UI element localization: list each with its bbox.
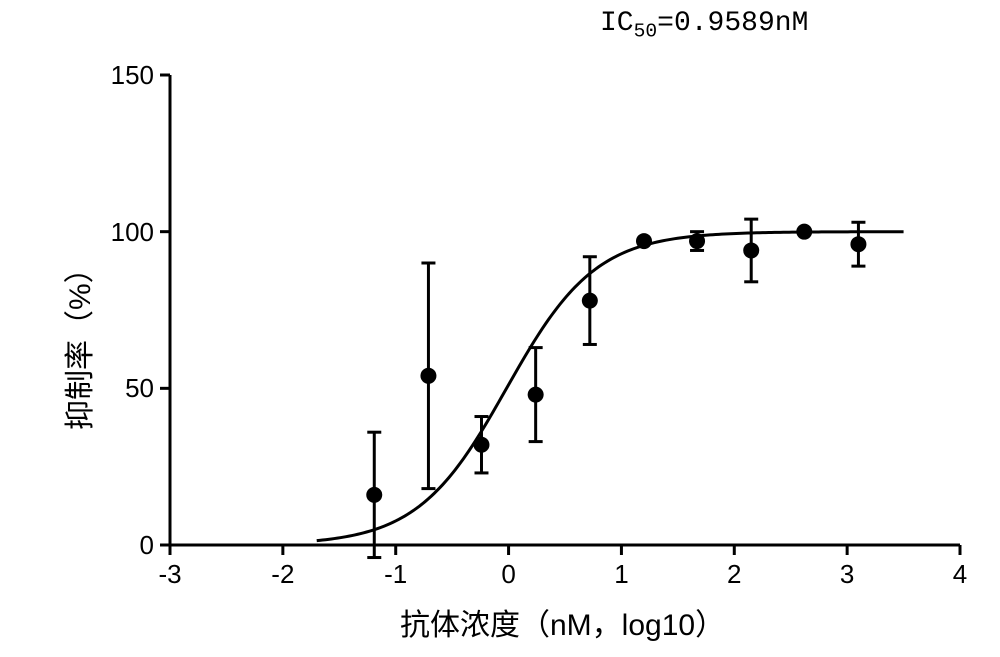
x-tick-label: -2 — [263, 559, 303, 590]
x-tick-label: 2 — [714, 559, 754, 590]
x-tick-label: 3 — [827, 559, 867, 590]
x-tick-label: 1 — [601, 559, 641, 590]
ic50-annotation: IC50=0.9589nM — [600, 8, 808, 43]
data-point — [796, 224, 812, 240]
x-tick-label: -1 — [376, 559, 416, 590]
y-axis-label: 抑制率（%） — [55, 253, 99, 430]
data-point — [689, 233, 705, 249]
data-point — [636, 233, 652, 249]
data-point — [473, 437, 489, 453]
fit-curve — [317, 232, 904, 541]
data-point — [743, 242, 759, 258]
y-tick-label: 150 — [111, 60, 154, 91]
y-tick-label: 50 — [125, 373, 154, 404]
x-tick-label: 4 — [940, 559, 980, 590]
x-tick-label: -3 — [150, 559, 190, 590]
y-tick-label: 0 — [140, 530, 154, 561]
data-point — [850, 236, 866, 252]
data-point — [366, 487, 382, 503]
chart-container: IC50=0.9589nM -3 -2 -1 0 1 2 3 4 0 50 100 150 抑制率（%）… — [0, 0, 1000, 657]
data-point — [528, 387, 544, 403]
x-axis-label: 抗体浓度（nM，log10） — [400, 600, 725, 644]
x-tick-label: 0 — [489, 559, 529, 590]
y-tick-label: 100 — [111, 217, 154, 248]
data-point — [582, 293, 598, 309]
data-point — [420, 368, 436, 384]
